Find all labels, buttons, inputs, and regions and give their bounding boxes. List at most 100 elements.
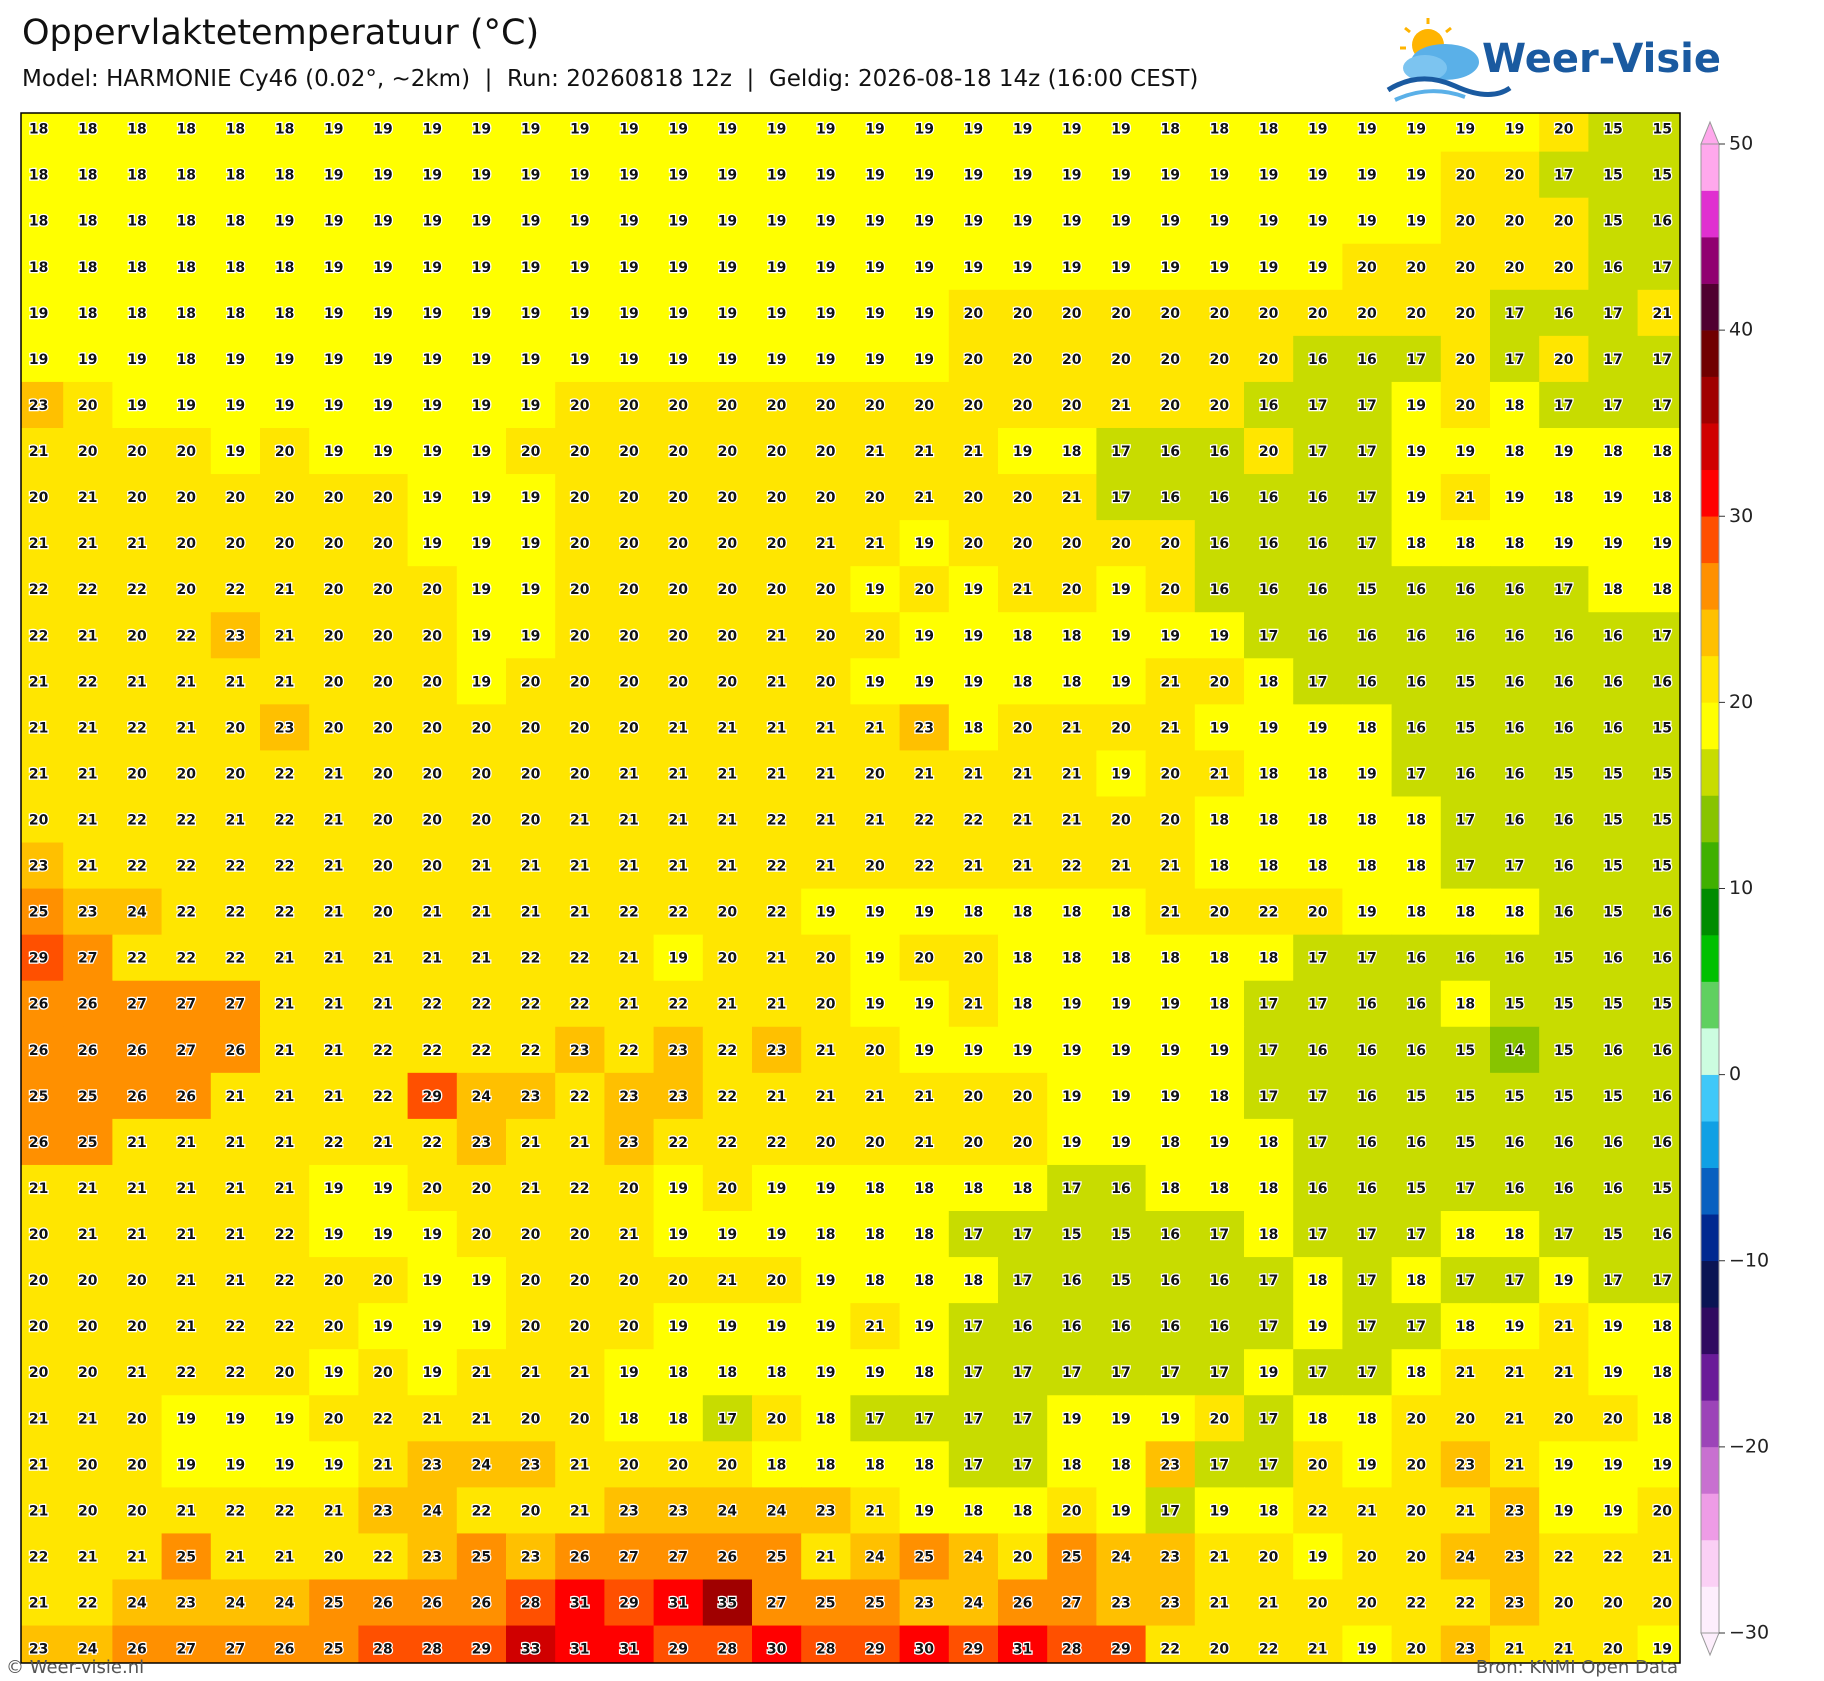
cell [63,197,113,245]
cell [21,427,64,475]
footer-right: Bron: KNMI Open Data [1476,1657,1678,1678]
cell [210,1164,261,1212]
cell-value: 19 [521,536,540,552]
cell-value: 21 [29,1411,48,1427]
cell-value: 20 [668,1273,688,1289]
cell-value: 16 [1259,398,1278,414]
cell-value: 19 [668,214,687,230]
cell [309,1579,359,1627]
cell [850,842,901,890]
cell [604,1487,655,1534]
cell [948,888,999,936]
cell [309,1164,359,1212]
cell-value: 22 [1160,1642,1179,1658]
cell-value: 19 [226,444,245,460]
cell-value: 20 [570,1227,590,1243]
cell-value: 21 [816,536,835,552]
cell-value: 19 [964,582,983,598]
cell [1588,658,1639,705]
cell-value: 19 [816,122,835,138]
cell [407,980,458,1028]
cell-value: 19 [472,1273,491,1289]
cell-value: 21 [176,1319,195,1335]
cell-value: 21 [324,997,343,1013]
cell [1047,1072,1097,1120]
cell-value: 22 [78,1596,97,1612]
cell [456,381,507,429]
cell [358,1625,409,1663]
cell-value: 23 [521,1549,540,1565]
cell-value: 19 [521,490,540,506]
cell [1391,1579,1442,1627]
cell-value: 20 [1013,720,1033,736]
cell-value: 20 [324,1549,344,1565]
cell-value: 21 [275,951,294,967]
cell-value: 19 [1505,1319,1524,1335]
cell-value: 19 [865,951,884,967]
cell [801,566,851,613]
cell [63,289,113,337]
cell-value: 16 [1259,490,1278,506]
cell-value: 18 [964,720,983,736]
cell-value: 22 [570,951,589,967]
cell [1440,520,1491,567]
cell [1539,197,1589,245]
cell-value: 19 [964,214,983,230]
cell [1539,566,1589,613]
cell [752,934,802,982]
cell [998,474,1048,521]
cell-value: 22 [1406,1596,1425,1612]
cell-value: 16 [1013,1319,1032,1335]
cell-value: 19 [472,1319,491,1335]
cells [21,113,1680,1663]
cell-value: 19 [373,444,392,460]
cell [555,1625,605,1663]
cell [1342,113,1393,153]
cell [161,151,212,199]
cell [1096,1579,1147,1627]
cell-value: 15 [1554,951,1573,967]
cell [112,151,163,199]
cell [1539,1072,1589,1120]
cell-value: 22 [1456,1596,1475,1612]
cell [1588,1579,1639,1627]
cell [998,658,1048,705]
cell [112,980,163,1028]
cell-value: 20 [1259,1549,1279,1565]
cell-value: 20 [1210,905,1230,921]
cell-value: 21 [275,1549,294,1565]
cell [210,1303,261,1350]
cell-value: 21 [29,1503,48,1519]
cell-value: 20 [1554,1411,1574,1427]
cell [1194,888,1245,936]
cell-value: 26 [570,1549,589,1565]
cell-value: 21 [914,1135,933,1151]
cell [1096,520,1147,567]
cell-value: 18 [1062,951,1081,967]
cell-value: 19 [422,1319,441,1335]
cell-value: 21 [718,859,737,875]
cell-value: 19 [1357,1457,1376,1473]
cell [948,243,999,291]
cell [309,427,359,475]
cell [702,1579,753,1627]
cell-value: 21 [1013,766,1032,782]
cell [948,113,999,153]
cell [63,381,113,429]
cell [998,1303,1048,1350]
cell [752,1579,802,1627]
cell [456,1625,507,1663]
cell [801,934,851,982]
cell [850,520,901,567]
cell-value: 18 [275,168,294,184]
colorbar-band [1701,981,1719,1029]
cell [752,1441,802,1488]
cell-value: 17 [1308,444,1327,460]
cell [604,750,655,797]
cell-value: 21 [767,1089,786,1105]
cell-value: 19 [1062,1135,1081,1151]
cell-value: 17 [1652,352,1671,368]
cell-value: 20 [1160,536,1180,552]
cell-value: 17 [1456,1273,1475,1289]
cell [998,980,1048,1028]
